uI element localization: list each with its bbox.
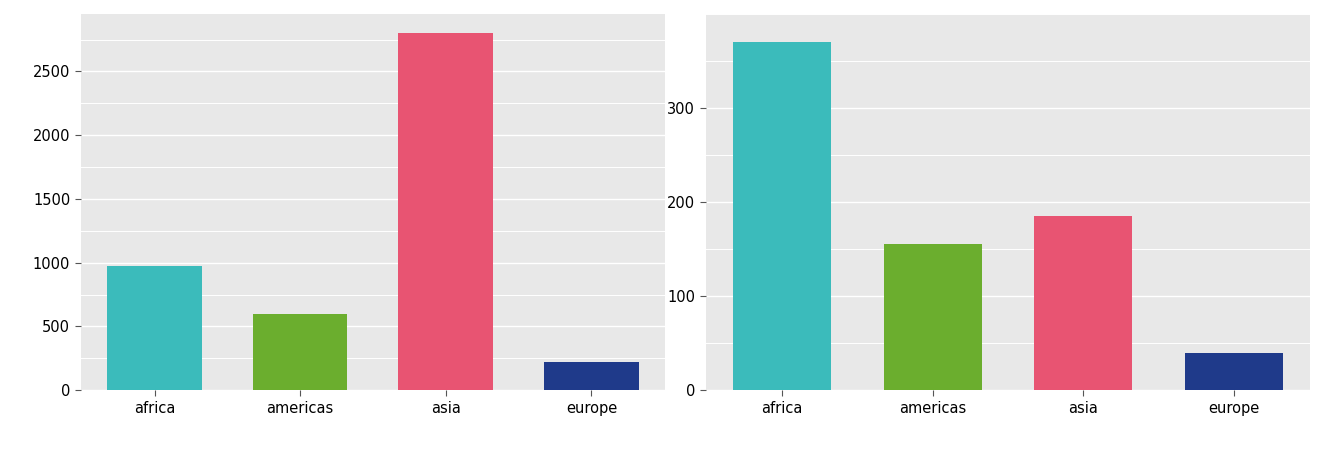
Bar (884, 244, 981, 390)
Bar (732, 42, 831, 390)
Bar (1035, 216, 1132, 390)
Bar (1185, 352, 1284, 390)
Bar (108, 266, 202, 390)
Bar (544, 362, 638, 390)
Bar (253, 313, 348, 390)
Bar (398, 33, 493, 390)
